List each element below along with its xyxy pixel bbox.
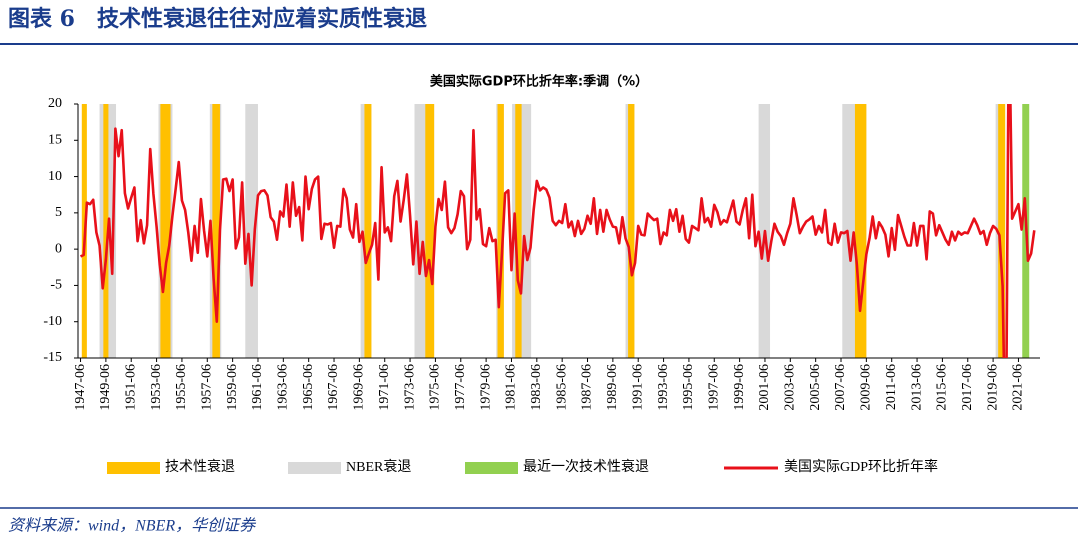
x-tick-label: 1967-06 — [326, 364, 341, 411]
y-tick-label: 10 — [48, 169, 62, 184]
x-tick-label: 1987-06 — [580, 364, 595, 411]
band — [497, 104, 504, 358]
band — [103, 104, 109, 358]
legend-label: 技术性衰退 — [165, 458, 235, 475]
axes: -15 -10 -5 0 5 10 15 20 1947-06 1949-06 1951-06 195… — [43, 96, 1040, 411]
x-tick-label: 1979-06 — [478, 364, 493, 411]
legend: 技术性衰退 NBER衰退 最近一次技术性衰退 美国实际GDP环比折年率 — [107, 458, 938, 475]
x-tick-label: 1991-06 — [630, 364, 645, 411]
y-tick-label: 5 — [55, 205, 62, 220]
x-tick-label: 1977-06 — [453, 364, 468, 411]
chart-title: 美国实际GDP环比折年率:季调（%） — [430, 74, 648, 90]
band — [364, 104, 372, 358]
x-tick-label: 2017-06 — [960, 364, 975, 411]
legend-label: NBER衰退 — [346, 458, 411, 475]
x-tick-label: 1947-06 — [73, 364, 88, 411]
x-tick-label: 1949-06 — [98, 364, 113, 411]
x-tick-label: 1955-06 — [174, 364, 189, 411]
band — [515, 104, 522, 358]
y-tick-label: -10 — [43, 314, 62, 329]
x-tick-label: 2015-06 — [935, 364, 950, 411]
band — [854, 104, 867, 358]
band — [425, 104, 435, 358]
x-tick-label: 2007-06 — [833, 364, 848, 411]
x-tick-label: 1953-06 — [149, 364, 164, 411]
x-tick-label: 2003-06 — [783, 364, 798, 411]
y-tick-label: -15 — [43, 350, 62, 365]
x-tick-label: 1957-06 — [199, 364, 214, 411]
y-tick-label: 15 — [48, 133, 62, 148]
x-tick-label: 1993-06 — [656, 364, 671, 411]
x-tick-label: 1971-06 — [377, 364, 392, 411]
y-tick-label: 20 — [48, 96, 62, 111]
x-tick-label: 1989-06 — [605, 364, 620, 411]
x-tick-label: 1981-06 — [504, 364, 519, 411]
bands — [81, 104, 1030, 358]
legend-swatch — [107, 462, 160, 474]
legend-swatch — [465, 462, 518, 474]
x-tick-label: 1975-06 — [428, 364, 443, 411]
band — [628, 104, 635, 358]
x-tick-label: 1985-06 — [554, 364, 569, 411]
x-tick-label: 1961-06 — [250, 364, 265, 411]
x-tick-label: 2011-06 — [884, 364, 899, 410]
band — [245, 104, 258, 358]
x-tick-label: 1965-06 — [301, 364, 316, 411]
x-tick-label: 2013-06 — [909, 364, 924, 411]
band — [998, 104, 1006, 358]
x-tick-label: 2021-06 — [1011, 364, 1026, 411]
x-tick-label: 1995-06 — [681, 364, 696, 411]
x-tick-label: 1999-06 — [732, 364, 747, 411]
x-tick-label: 2005-06 — [808, 364, 823, 411]
legend-swatch — [288, 462, 341, 474]
band — [160, 104, 171, 358]
x-tick-label: 1951-06 — [123, 364, 138, 411]
legend-label: 最近一次技术性衰退 — [523, 458, 649, 475]
x-tick-label: 1997-06 — [706, 364, 721, 411]
band — [212, 104, 220, 358]
x-tick-label: 2001-06 — [757, 364, 772, 411]
header: 图表 6 技术性衰退往往对应着实质性衰退 — [8, 6, 427, 32]
x-tick-label: 1983-06 — [529, 364, 544, 411]
x-tick-label: 1963-06 — [276, 364, 291, 411]
source: 资料来源：wind，NBER，华创证券 — [8, 517, 257, 535]
lines — [79, 104, 1036, 358]
x-tick-label: 1973-06 — [402, 364, 417, 411]
y-tick-label: -5 — [50, 278, 62, 293]
x-tick-label: 2009-06 — [859, 364, 874, 411]
y-tick-label: 0 — [55, 241, 62, 256]
x-tick-label: 1959-06 — [225, 364, 240, 411]
x-tick-label: 1969-06 — [352, 364, 367, 411]
x-tick-label: 2019-06 — [985, 364, 1000, 411]
legend-label: 美国实际GDP环比折年率 — [784, 458, 938, 475]
gdp-line — [79, 104, 1036, 358]
